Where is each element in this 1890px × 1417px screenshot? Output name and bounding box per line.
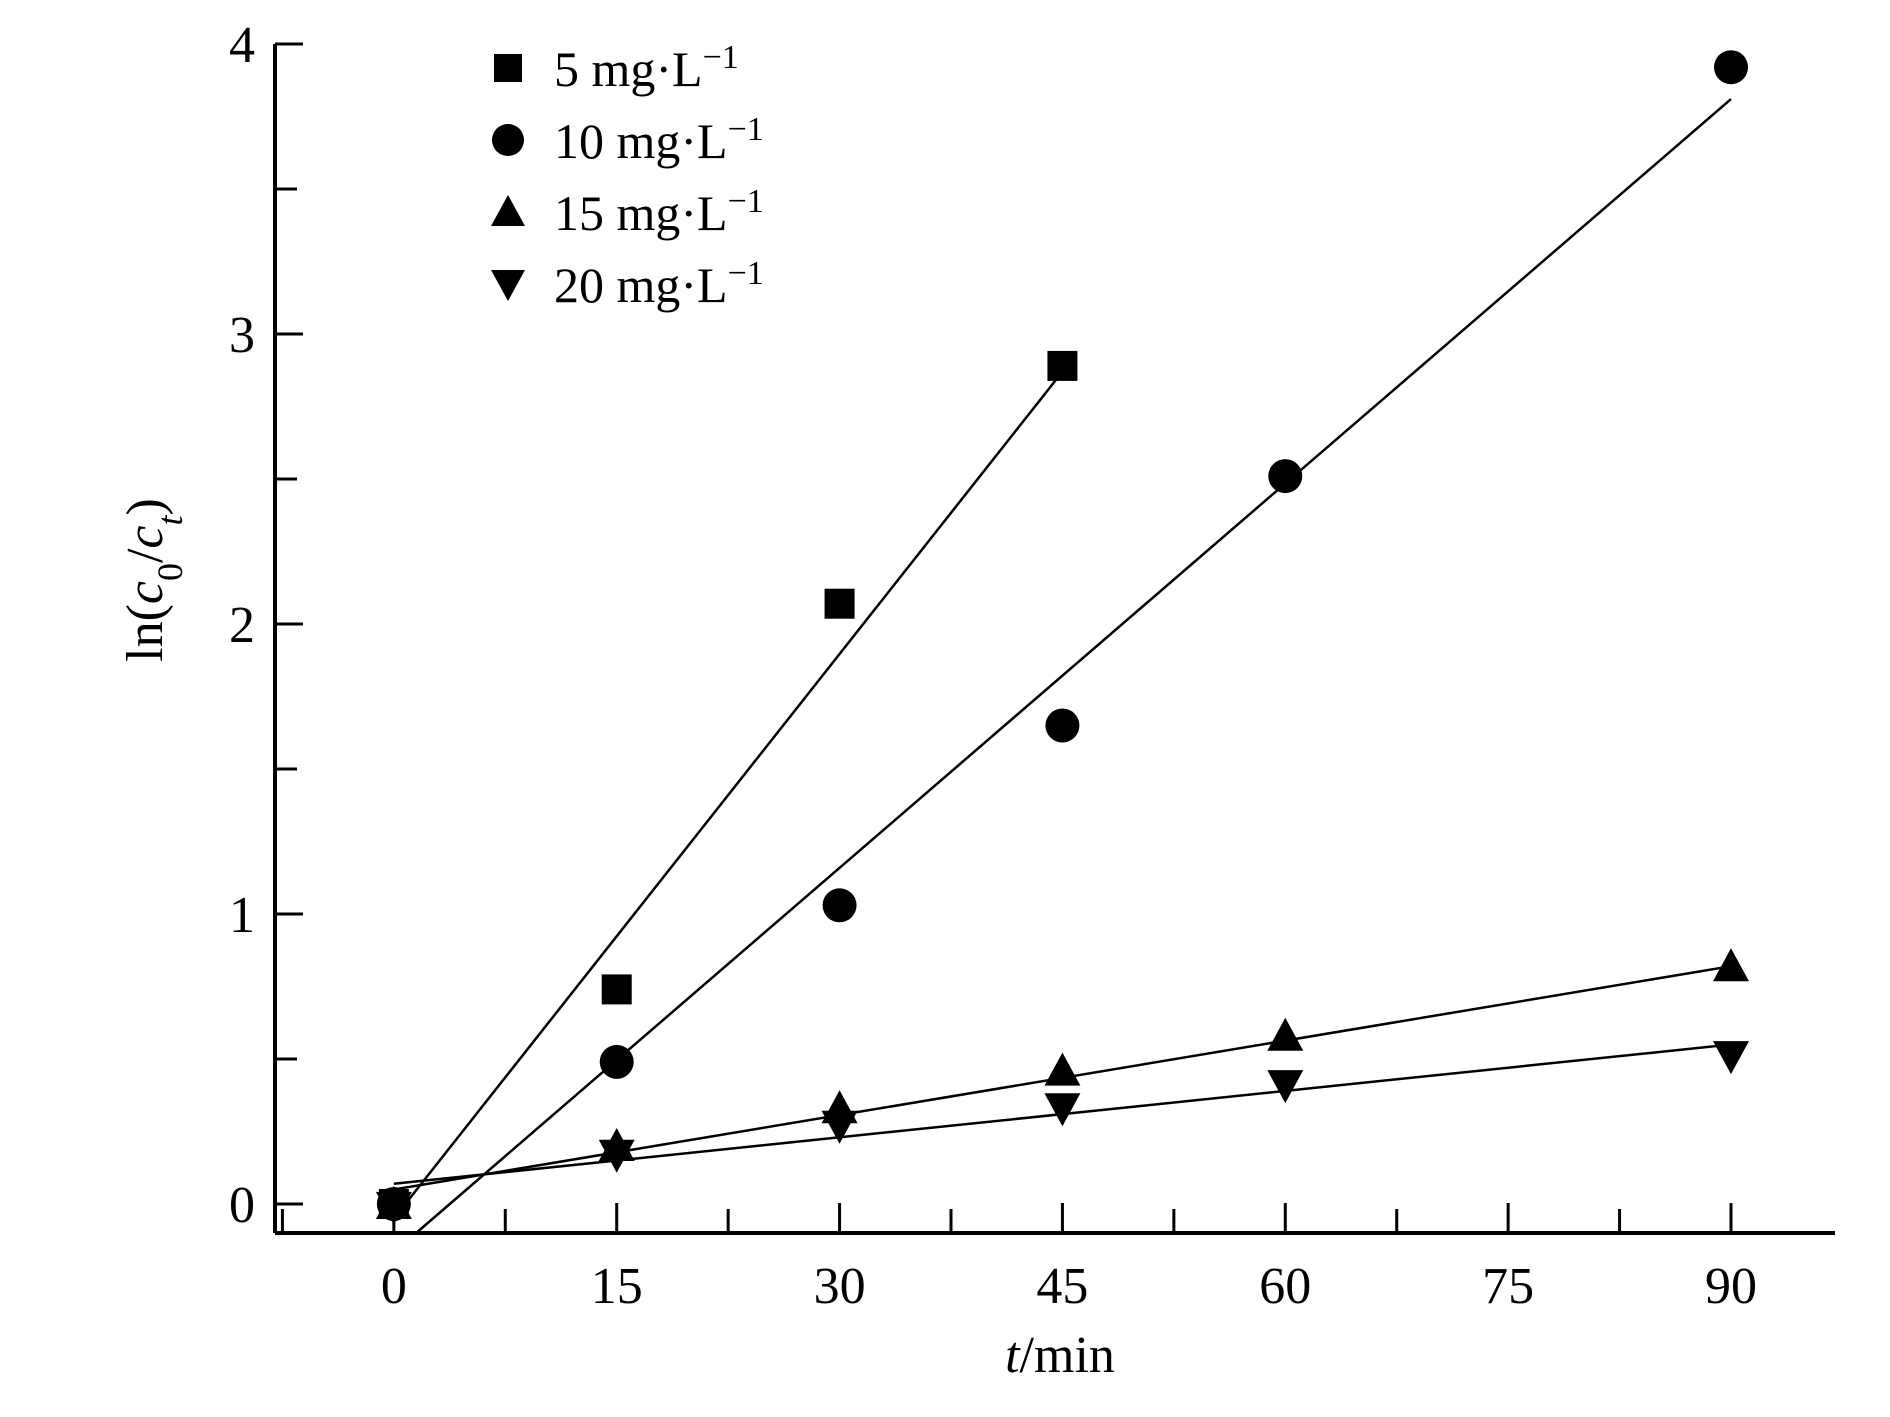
data-point-triangle-up [1267,1017,1304,1051]
x-tick-label: 15 [591,1258,643,1315]
data-point-circle [822,888,857,923]
x-tick-label: 45 [1036,1258,1088,1315]
data-point-circle [1045,708,1080,743]
y-tick-label: 0 [229,1177,255,1234]
legend-marker-triangle-down [491,270,525,301]
data-point-triangle-down [1267,1070,1304,1104]
fit-line [392,370,1064,1220]
data-point-triangle-down [598,1139,635,1173]
x-tick-label: 0 [381,1258,407,1315]
data-point-triangle-down [1713,1041,1749,1075]
y-tick-label: 1 [229,887,255,944]
legend-label: 20 mg·L−1 [554,255,764,314]
fit-line [415,98,1732,1234]
data-point-triangle-down [375,1191,412,1225]
legend-marker-square [494,54,522,82]
x-tick-label: 90 [1705,1258,1757,1315]
x-tick-label: 30 [814,1258,866,1315]
data-point-square [601,974,632,1005]
legend-label: 5 mg·L−1 [554,39,739,98]
data-point-triangle-up [1044,1052,1081,1086]
data-point-square [824,588,855,619]
x-axis-title: t/min [1005,1327,1115,1384]
legend-marker-triangle-up [491,195,525,226]
y-tick-label: 3 [229,307,255,364]
y-tick-label: 2 [229,597,255,654]
x-tick-label: 75 [1482,1258,1534,1315]
data-point-square [1047,350,1078,381]
y-axis-title: ln(c0/ct) [117,498,190,662]
x-tick-label: 60 [1259,1258,1311,1315]
data-point-triangle-down [821,1110,858,1144]
legend-label: 15 mg·L−1 [554,183,764,242]
data-point-circle [1714,50,1748,85]
axes: 0 15 30 45 60 75 90 0 1 2 3 4 [229,17,1835,1315]
legend-marker-circle [492,124,524,156]
data-point-triangle-down [1044,1093,1081,1127]
legend: 5 mg·L−1 10 mg·L−1 15 mg·L−1 20 mg·L−1 [491,39,764,314]
data-point-triangle-up [1713,948,1749,982]
legend-label: 10 mg·L−1 [554,111,764,170]
y-tick-label: 4 [229,17,255,74]
data-point-circle [599,1044,634,1079]
data-points [375,50,1749,1225]
data-point-circle [1268,459,1303,494]
